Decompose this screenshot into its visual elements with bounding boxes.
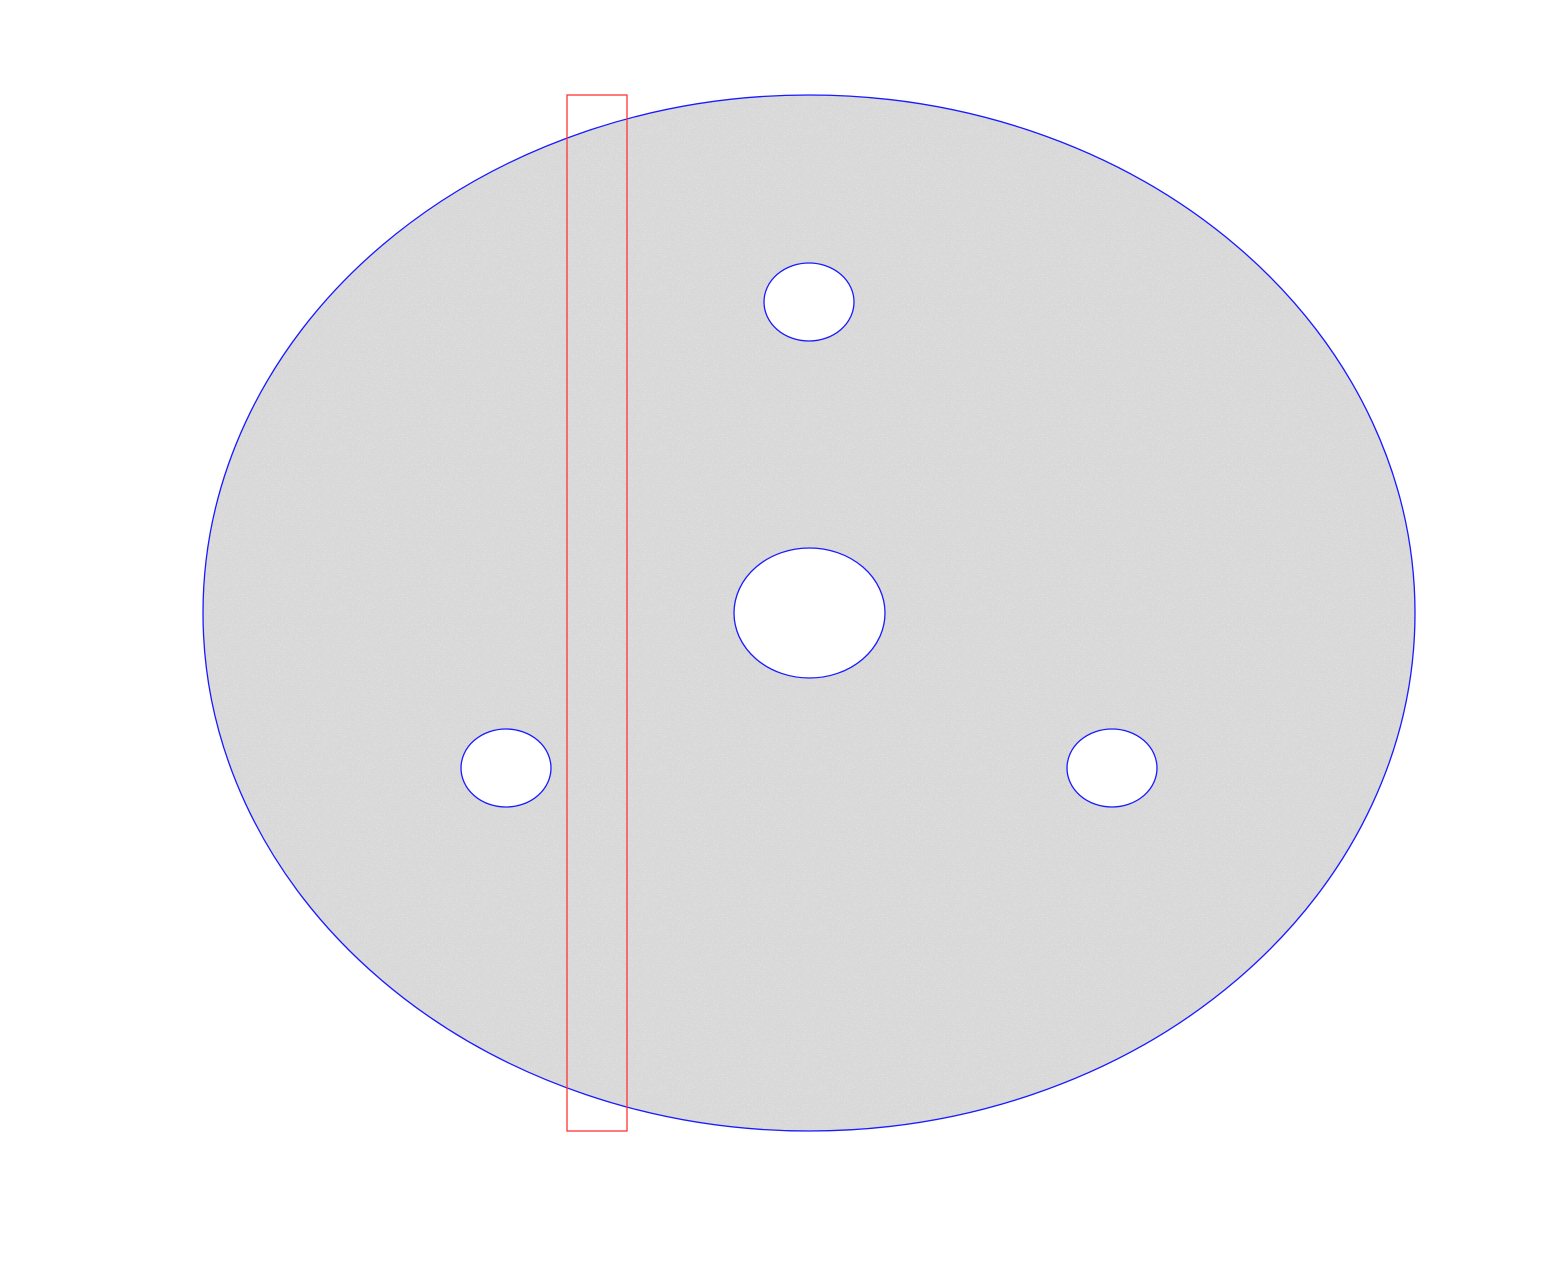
disk-mesh-region — [203, 95, 1415, 1131]
top-hole-boundary — [763, 262, 855, 342]
selection-strip-box — [566, 94, 628, 1132]
left-hole-boundary — [460, 728, 552, 808]
right-hole-boundary — [1066, 728, 1158, 808]
center-hole-boundary — [733, 547, 886, 679]
outer-boundary — [202, 94, 1416, 1132]
